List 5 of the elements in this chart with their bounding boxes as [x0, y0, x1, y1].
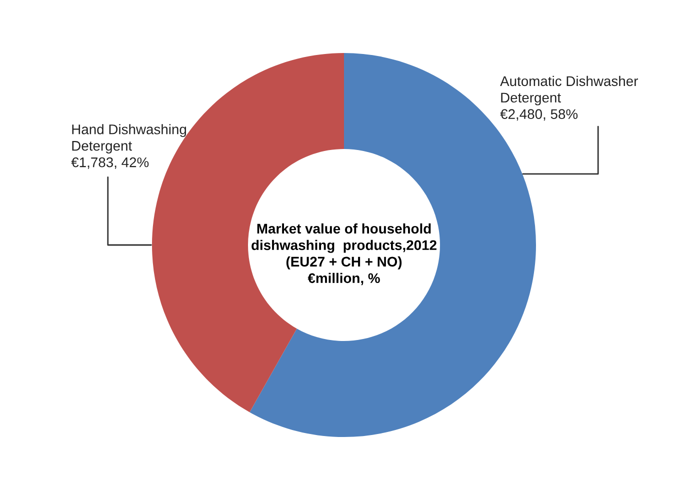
data-label: €2,480, 58%: [500, 109, 578, 121]
slice-label: Automatic Dishwasher Detergent: [500, 76, 638, 106]
slice-label: Hand Dishwashing Detergent: [72, 124, 186, 154]
text: Market value of household dishwashing products,2012 (EU27 + CH + NO) €million, %: [252, 223, 436, 286]
data-label: €1,783, 42%: [71, 157, 149, 169]
